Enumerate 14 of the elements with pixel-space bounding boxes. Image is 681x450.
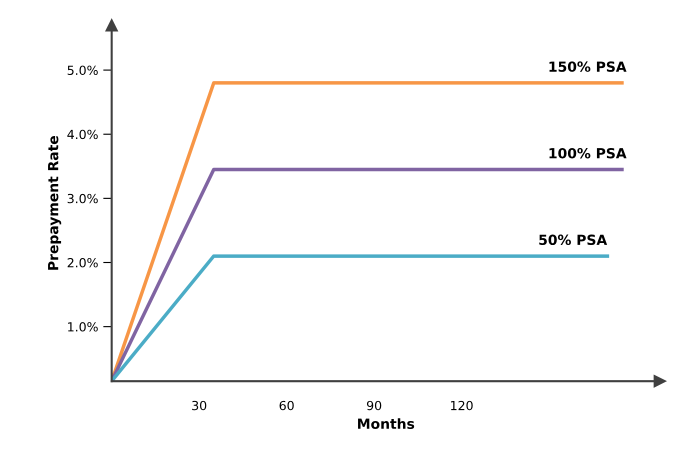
y-tick-label: 1.0%	[68, 322, 98, 332]
y-axis-title: Prepayment Rate	[48, 136, 62, 270]
y-tick-label: 5.0%	[68, 66, 98, 76]
y-tick-label: 4.0%	[67, 130, 98, 140]
x-axis-title: Months	[358, 418, 414, 429]
x-tick-label: 90	[366, 400, 382, 410]
series-label: 150% PSA	[549, 61, 627, 72]
y-tick-label: 2.0%	[68, 258, 98, 268]
x-tick-label: 120	[451, 400, 473, 410]
x-tick-label: 30	[192, 400, 206, 410]
series-label: 100% PSA	[549, 148, 627, 158]
x-tick-label: 60	[280, 400, 294, 410]
series-label: 50% PSA	[539, 234, 608, 246]
y-tick-label: 3.0%	[68, 194, 98, 204]
